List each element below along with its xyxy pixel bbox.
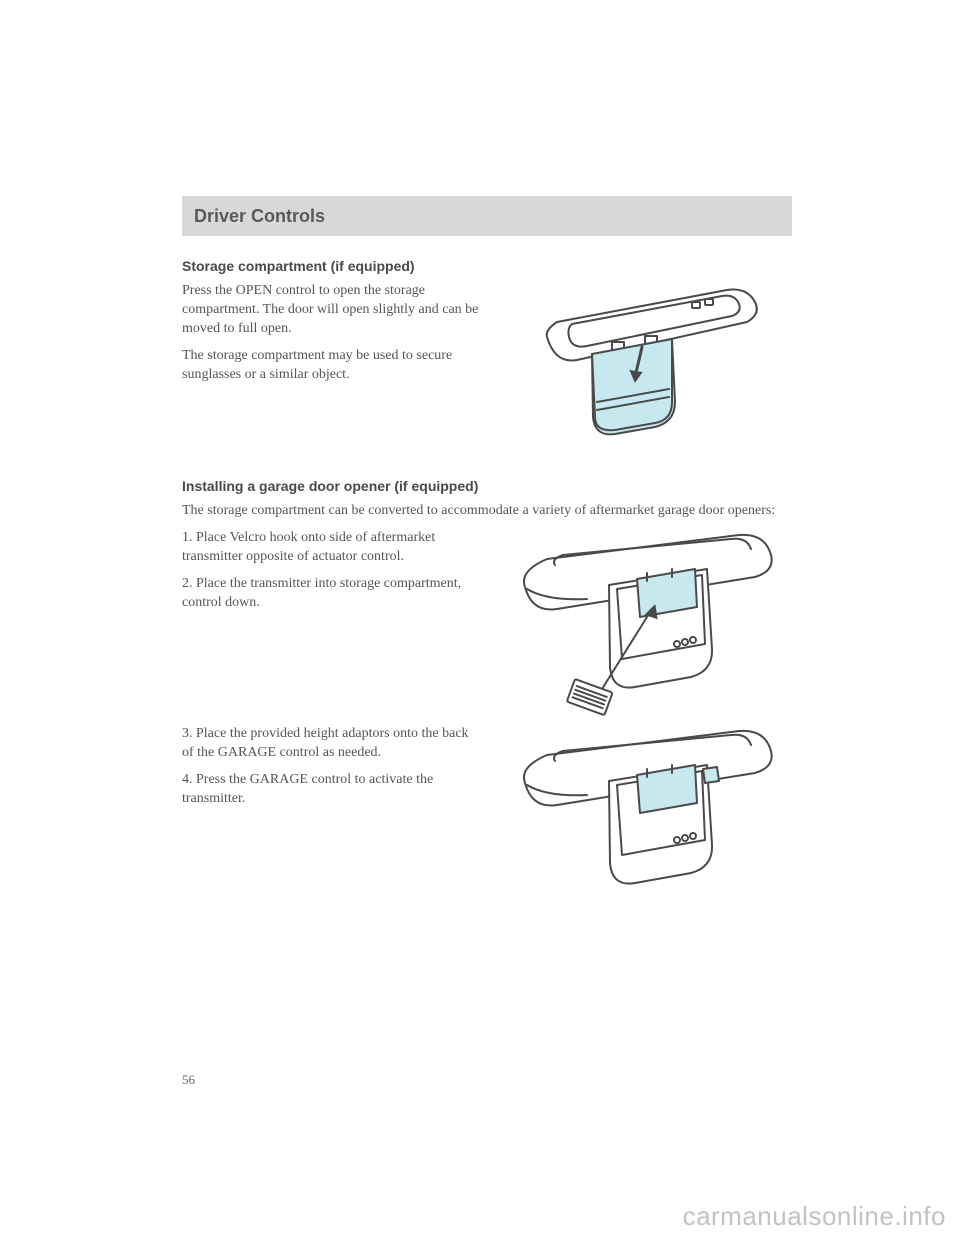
storage-block: Storage compartment (if equipped) Press … (182, 258, 792, 452)
section-title: Driver Controls (194, 206, 325, 227)
garage-step34-illustration (507, 725, 787, 905)
garage-step3: 3. Place the provided height adaptors on… (182, 725, 482, 763)
storage-p1: Press the OPEN control to open the stora… (182, 282, 482, 339)
storage-compartment-illustration (517, 282, 777, 452)
storage-p2: The storage compartment may be used to s… (182, 347, 482, 385)
garage-block: Installing a garage door opener (if equi… (182, 478, 792, 905)
storage-heading: Storage compartment (if equipped) (182, 258, 792, 274)
garage-step4: 4. Press the GARAGE control to activate … (182, 771, 482, 809)
watermark: carmanualsonline.info (683, 1201, 946, 1232)
garage-heading: Installing a garage door opener (if equi… (182, 478, 792, 494)
garage-intro: The storage compartment can be converted… (182, 502, 792, 521)
garage-step1: 1. Place Velcro hook onto side of afterm… (182, 529, 482, 567)
page-number: 56 (182, 1072, 195, 1088)
garage-step2: 2. Place the transmitter into storage co… (182, 575, 482, 613)
section-header: Driver Controls (182, 196, 792, 236)
garage-step12-illustration (507, 529, 787, 719)
